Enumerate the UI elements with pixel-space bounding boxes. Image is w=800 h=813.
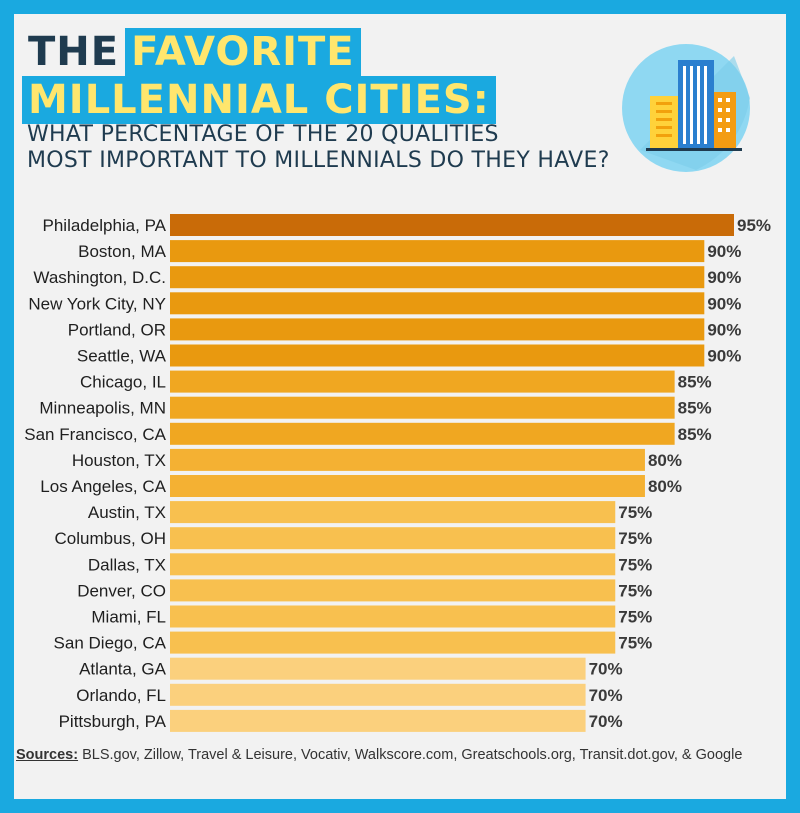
value-label-18: 70% — [589, 686, 623, 705]
bar-12 — [170, 527, 616, 550]
value-label-10: 80% — [648, 477, 682, 496]
bar-1 — [170, 240, 705, 263]
category-label-12: Columbus, OH — [55, 529, 166, 548]
category-label-18: Orlando, FL — [76, 686, 166, 705]
category-label-15: Miami, FL — [91, 608, 166, 627]
category-label-11: Austin, TX — [88, 503, 166, 522]
value-label-11: 75% — [618, 503, 652, 522]
value-label-2: 90% — [707, 268, 741, 287]
title-line-2: MILLENNIAL CITIES: — [22, 76, 496, 124]
value-label-0: 95% — [737, 216, 771, 235]
bar-10 — [170, 475, 645, 497]
sources-note: Sources: BLS.gov, Zillow, Travel & Leisu… — [16, 747, 742, 763]
bar-15 — [170, 605, 616, 628]
bar-0 — [170, 214, 734, 236]
value-label-14: 75% — [618, 581, 652, 600]
category-label-19: Pittsburgh, PA — [59, 712, 167, 731]
bar-11 — [170, 501, 616, 524]
category-label-16: San Diego, CA — [54, 634, 167, 653]
category-label-13: Dallas, TX — [88, 555, 166, 574]
category-label-5: Seattle, WA — [77, 347, 167, 366]
title-line-1: THE FAVORITE — [22, 28, 496, 76]
value-label-4: 90% — [707, 320, 741, 339]
subtitle-line-2: MOST IMPORTANT TO MILLENNIALS DO THEY HA… — [27, 148, 610, 173]
bar-6 — [170, 370, 675, 393]
city-buildings-icon — [622, 44, 750, 172]
category-label-0: Philadelphia, PA — [43, 216, 167, 235]
category-label-7: Minneapolis, MN — [39, 399, 166, 418]
category-label-8: San Francisco, CA — [24, 425, 166, 444]
title-word-the: THE — [28, 29, 120, 75]
value-label-19: 70% — [589, 712, 623, 731]
category-label-1: Boston, MA — [78, 242, 167, 261]
title-word-favorite: FAVORITE — [125, 28, 361, 76]
category-label-4: Portland, OR — [68, 320, 166, 339]
value-label-8: 85% — [678, 425, 712, 444]
bar-19 — [170, 709, 586, 732]
bar-5 — [170, 344, 705, 367]
value-label-6: 85% — [678, 373, 712, 392]
value-label-17: 70% — [589, 660, 623, 679]
value-label-13: 75% — [618, 555, 652, 574]
page-title: THE FAVORITE MILLENNIAL CITIES: — [22, 28, 496, 124]
bar-17 — [170, 657, 586, 680]
bar-13 — [170, 553, 616, 576]
category-label-9: Houston, TX — [72, 451, 166, 470]
value-label-15: 75% — [618, 608, 652, 627]
bar-14 — [170, 579, 616, 602]
value-label-3: 90% — [707, 294, 741, 313]
category-label-6: Chicago, IL — [80, 373, 166, 392]
bar-8 — [170, 422, 675, 445]
value-label-1: 90% — [707, 242, 741, 261]
bar-18 — [170, 683, 586, 706]
value-label-7: 85% — [678, 399, 712, 418]
category-label-2: Washington, D.C. — [33, 268, 166, 287]
category-label-17: Atlanta, GA — [79, 660, 167, 679]
bar-9 — [170, 448, 645, 471]
chart-subtitle: WHAT PERCENTAGE OF THE 20 QUALITIES MOST… — [27, 122, 610, 174]
value-label-16: 75% — [618, 634, 652, 653]
value-label-5: 90% — [707, 347, 741, 366]
value-label-12: 75% — [618, 529, 652, 548]
bar-2 — [170, 266, 705, 289]
category-label-14: Denver, CO — [77, 581, 166, 600]
bar-3 — [170, 292, 705, 315]
value-label-9: 80% — [648, 451, 682, 470]
bar-7 — [170, 396, 675, 419]
sources-text: BLS.gov, Zillow, Travel & Leisure, Vocat… — [78, 747, 743, 763]
category-label-10: Los Angeles, CA — [40, 477, 166, 496]
category-label-3: New York City, NY — [28, 294, 166, 313]
title-millennial-cities: MILLENNIAL CITIES: — [22, 76, 496, 124]
bar-4 — [170, 318, 705, 341]
subtitle-line-1: WHAT PERCENTAGE OF THE 20 QUALITIES — [27, 122, 499, 147]
sources-label: Sources: — [16, 747, 79, 763]
bar-16 — [170, 631, 616, 654]
